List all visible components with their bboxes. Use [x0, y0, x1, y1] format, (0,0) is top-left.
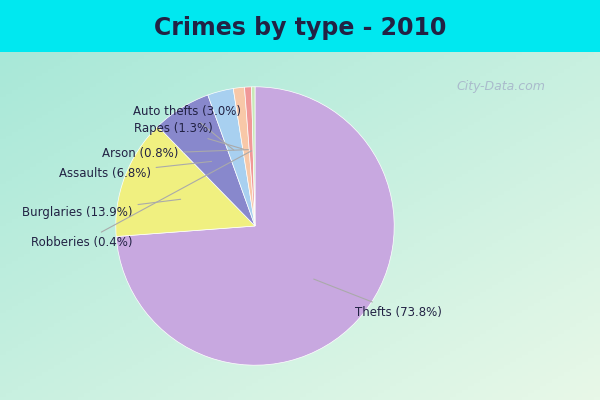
Wedge shape	[116, 87, 394, 365]
Wedge shape	[208, 88, 255, 226]
Wedge shape	[233, 87, 255, 226]
Wedge shape	[116, 126, 255, 236]
Wedge shape	[251, 87, 255, 226]
Text: Robberies (0.4%): Robberies (0.4%)	[31, 151, 251, 249]
Text: Crimes by type - 2010: Crimes by type - 2010	[154, 16, 446, 40]
Text: City-Data.com: City-Data.com	[456, 80, 545, 93]
Text: Thefts (73.8%): Thefts (73.8%)	[314, 279, 442, 319]
Text: Burglaries (13.9%): Burglaries (13.9%)	[22, 199, 181, 218]
Text: Auto thefts (3.0%): Auto thefts (3.0%)	[133, 105, 241, 150]
Text: Rapes (1.3%): Rapes (1.3%)	[134, 122, 244, 149]
Text: Assaults (6.8%): Assaults (6.8%)	[59, 162, 212, 180]
Text: Arson (0.8%): Arson (0.8%)	[102, 147, 248, 160]
Wedge shape	[245, 87, 255, 226]
Wedge shape	[158, 95, 255, 226]
